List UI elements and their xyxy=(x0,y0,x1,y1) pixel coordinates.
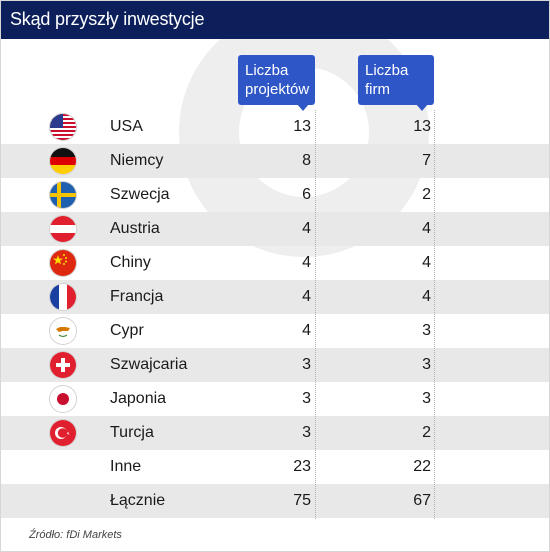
us-flag-icon xyxy=(50,114,76,140)
projects-value: 6 xyxy=(302,186,311,203)
projects-value: 23 xyxy=(293,458,311,475)
country-label: USA xyxy=(110,118,143,135)
country-label: Turcja xyxy=(110,424,154,441)
column-header-projects-label: Liczba projektów xyxy=(245,62,310,98)
firms-value: 3 xyxy=(422,390,431,407)
projects-value: 4 xyxy=(302,220,311,237)
column-header-projects: Liczba projektów xyxy=(238,55,315,111)
switzerland-flag-icon xyxy=(50,352,76,378)
firms-value: 22 xyxy=(413,458,431,475)
column-divider-projects xyxy=(315,110,316,519)
projects-value: 13 xyxy=(293,118,311,135)
country-label: Łącznie xyxy=(110,492,166,509)
france-flag-icon xyxy=(50,284,76,310)
projects-value: 4 xyxy=(302,322,311,339)
table-row: Inne 23 22 xyxy=(1,450,549,484)
country-label: Francja xyxy=(110,288,164,305)
projects-value: 4 xyxy=(302,288,311,305)
japan-flag-icon xyxy=(50,386,76,412)
firms-value: 4 xyxy=(422,254,431,271)
table-row: Cypr 4 3 xyxy=(1,314,549,348)
projects-value: 3 xyxy=(302,390,311,407)
country-label: Cypr xyxy=(110,322,144,339)
austria-flag-icon xyxy=(50,216,76,242)
cyprus-flag-icon xyxy=(50,318,76,344)
projects-value: 8 xyxy=(302,152,311,169)
projects-value: 3 xyxy=(302,424,311,441)
table-row: Turcja 3 2 xyxy=(1,416,549,450)
firms-value: 4 xyxy=(422,288,431,305)
firms-value: 13 xyxy=(413,118,431,135)
firms-value: 2 xyxy=(422,186,431,203)
column-header-firms-label: Liczba firm xyxy=(365,62,409,98)
firms-value: 2 xyxy=(422,424,431,441)
firms-value: 4 xyxy=(422,220,431,237)
table-row: Niemcy 8 7 xyxy=(1,144,549,178)
table-row: Japonia 3 3 xyxy=(1,382,549,416)
country-label: Szwecja xyxy=(110,186,170,203)
source-note: Źródło: fDi Markets xyxy=(29,529,122,541)
projects-value: 75 xyxy=(293,492,311,509)
firms-value: 67 xyxy=(413,492,431,509)
title-bar: Skąd przyszły inwestycje xyxy=(1,1,549,39)
chart-title: Skąd przyszły inwestycje xyxy=(10,9,205,29)
firms-value: 3 xyxy=(422,322,431,339)
table-row: USA 13 13 xyxy=(1,110,549,144)
table-row: Francja 4 4 xyxy=(1,280,549,314)
firms-value: 7 xyxy=(422,152,431,169)
table-row: Chiny 4 4 xyxy=(1,246,549,280)
projects-value: 3 xyxy=(302,356,311,373)
projects-value: 4 xyxy=(302,254,311,271)
column-divider-firms xyxy=(434,110,435,519)
country-label: Inne xyxy=(110,458,142,475)
turkey-flag-icon xyxy=(50,420,76,446)
country-label: Chiny xyxy=(110,254,151,271)
table-row: Łącznie 75 67 xyxy=(1,484,549,518)
country-label: Japonia xyxy=(110,390,167,407)
table-row: Szwecja 6 2 xyxy=(1,178,549,212)
table-row: Szwajcaria 3 3 xyxy=(1,348,549,382)
column-header-firms: Liczba firm xyxy=(358,55,434,111)
country-label: Szwajcaria xyxy=(110,356,188,373)
firms-value: 3 xyxy=(422,356,431,373)
table-row: Austria 4 4 xyxy=(1,212,549,246)
china-flag-icon xyxy=(50,250,76,276)
country-label: Austria xyxy=(110,220,160,237)
sweden-flag-icon xyxy=(50,182,76,208)
country-label: Niemcy xyxy=(110,152,164,169)
germany-flag-icon xyxy=(50,148,76,174)
